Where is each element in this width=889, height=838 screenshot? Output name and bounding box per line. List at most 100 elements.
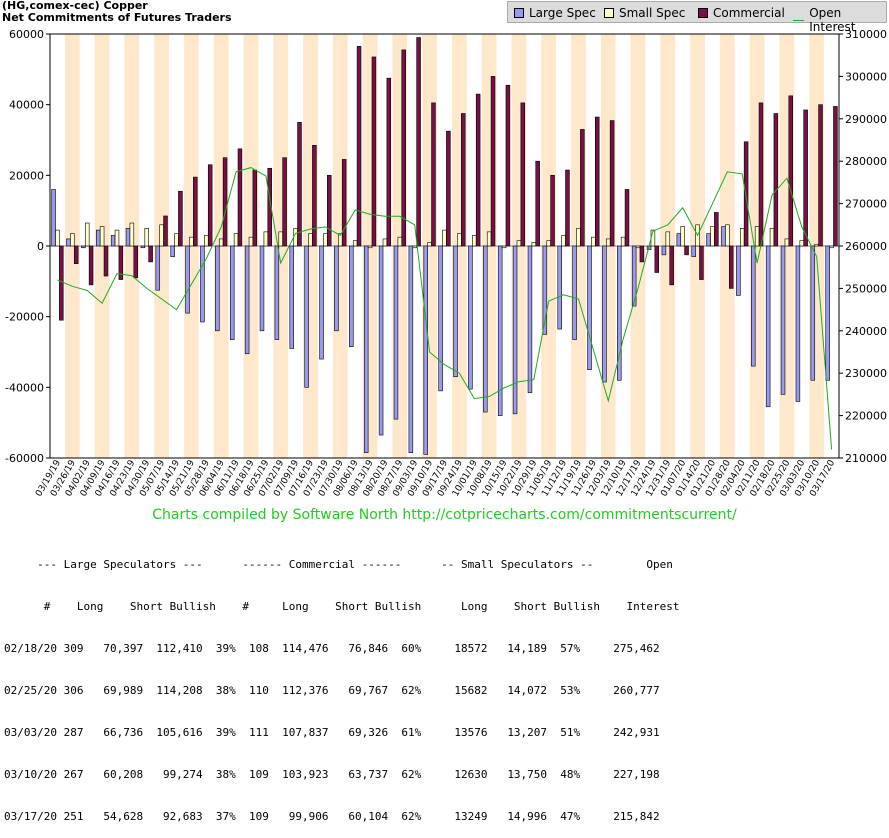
bar-commercial <box>818 104 823 247</box>
bar-small-spec <box>114 229 120 247</box>
bar-small-spec <box>323 233 328 247</box>
bar-small-spec <box>754 226 760 247</box>
bar-commercial <box>237 148 243 247</box>
bar-commercial <box>59 245 64 321</box>
title-line-1: (HG,comex-cec) Copper <box>2 0 148 12</box>
bar-large-spec <box>289 245 294 349</box>
bar-commercial <box>684 245 689 256</box>
bar-commercial <box>431 102 436 247</box>
bar-large-spec <box>304 245 309 388</box>
bar-commercial <box>803 109 808 247</box>
bar-large-spec <box>110 235 116 247</box>
bar-small-spec <box>665 231 671 247</box>
bar-commercial <box>282 157 287 247</box>
bar-commercial <box>193 176 198 247</box>
bar-large-spec <box>66 238 71 247</box>
bar-small-spec <box>263 231 269 247</box>
bar-large-spec <box>751 245 756 367</box>
bar-large-spec <box>617 245 622 381</box>
bar-large-spec <box>274 245 280 340</box>
bar-commercial <box>297 122 302 247</box>
bar-large-spec <box>125 228 131 247</box>
bar-commercial <box>178 190 183 247</box>
bar-small-spec <box>740 228 745 247</box>
bar-commercial <box>148 245 153 263</box>
bar-large-spec <box>557 245 562 330</box>
bar-large-spec <box>765 245 771 408</box>
bar-commercial <box>595 116 600 247</box>
y-tick-label: 0 <box>37 240 44 253</box>
title-line-2: Net Commitments of Futures Traders <box>2 11 232 24</box>
y2-tick-label: 300000 <box>845 70 887 83</box>
bar-small-spec <box>233 233 239 247</box>
legend-swatch-small-spec <box>604 8 614 18</box>
bar-large-spec <box>691 245 696 257</box>
bar-small-spec <box>204 235 209 247</box>
bar-large-spec <box>453 245 458 378</box>
bar-commercial <box>371 56 377 247</box>
legend-label-commercial: Commercial <box>713 6 785 20</box>
bar-large-spec <box>602 245 607 383</box>
bar-small-spec <box>99 226 105 247</box>
bar-large-spec <box>51 189 56 247</box>
bar-commercial <box>163 215 168 247</box>
legend: Large Spec Small Spec Commercial Open In… <box>507 1 887 34</box>
open-interest-line <box>57 167 833 450</box>
table-row: 02/18/20 309 70,397 112,410 39% 108 114,… <box>4 642 660 655</box>
bar-commercial <box>475 93 481 247</box>
bar-large-spec <box>319 245 324 360</box>
bar-small-spec <box>725 224 730 247</box>
bar-large-spec <box>512 245 518 415</box>
table-header-1: --- Large Speculators --- ------ Commerc… <box>4 558 673 571</box>
bar-small-spec <box>278 231 283 247</box>
bar-small-spec <box>769 228 775 247</box>
bar-large-spec <box>170 245 175 257</box>
bar-large-spec <box>721 226 726 247</box>
bar-small-spec <box>144 228 149 247</box>
bar-commercial <box>788 95 794 247</box>
bar-large-spec <box>393 245 399 420</box>
bar-small-spec <box>84 222 90 247</box>
y2-tick-label: 220000 <box>845 410 887 423</box>
bar-commercial <box>103 245 109 277</box>
bar-commercial <box>639 245 645 263</box>
bar-commercial <box>401 49 406 247</box>
y2-tick-label: 310000 <box>845 28 887 41</box>
bar-commercial <box>535 160 540 247</box>
bar-commercial <box>222 157 228 247</box>
table-header-2: # Long Short Bullish # Long Short Bullis… <box>4 600 680 613</box>
bar-commercial <box>609 120 615 247</box>
bar-small-spec <box>70 233 75 247</box>
bar-large-spec <box>706 233 711 247</box>
bar-large-spec <box>95 229 101 247</box>
bar-large-spec <box>155 245 161 291</box>
bar-large-spec <box>423 245 428 455</box>
bar-commercial <box>520 102 526 247</box>
bar-commercial <box>133 245 138 279</box>
cot-chart: 60000 40000 20000 0 -20000 -40000 -60000 310000… <box>5 28 887 499</box>
bar-small-spec <box>442 229 447 247</box>
bar-small-spec <box>248 236 254 247</box>
bar-commercial <box>773 113 779 247</box>
bar-large-spec <box>542 245 548 335</box>
bar-large-spec <box>140 245 146 249</box>
bar-small-spec <box>784 238 790 247</box>
bar-small-spec <box>189 236 194 247</box>
y-tick-label: -20000 <box>5 311 44 324</box>
table-row: 03/03/20 287 66,736 105,616 39% 111 107,… <box>4 726 660 739</box>
y2-tick-label: 230000 <box>845 367 887 380</box>
bar-large-spec <box>200 245 205 323</box>
bar-commercial <box>833 106 838 247</box>
bar-large-spec <box>259 245 265 332</box>
bar-large-spec <box>631 245 637 307</box>
y-tick-label: 40000 <box>9 99 44 112</box>
y2-tick-label: 250000 <box>845 282 887 295</box>
y-tick-label: -60000 <box>5 452 44 465</box>
bar-commercial <box>758 102 764 247</box>
bar-commercial <box>699 245 704 280</box>
bar-large-spec <box>527 245 533 393</box>
legend-label-small-spec: Small Spec <box>619 6 686 20</box>
bar-large-spec <box>229 245 235 340</box>
bar-small-spec <box>352 240 358 247</box>
bar-large-spec <box>780 245 786 395</box>
